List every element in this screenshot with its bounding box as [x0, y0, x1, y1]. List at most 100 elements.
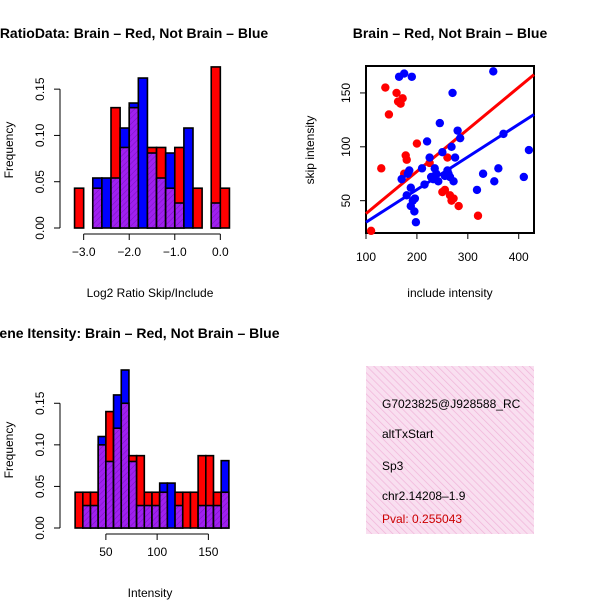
y-tick-label: 0.00 — [33, 216, 47, 240]
overlap-bar-17 — [205, 504, 215, 529]
not-brain-point-10 — [410, 207, 419, 216]
brain-bar-16 — [219, 187, 231, 229]
not-brain-point-36 — [489, 67, 498, 76]
ratio-hist-title: RatioData: Brain – Red, Not Brain – Blue — [0, 25, 268, 41]
not-brain-point-28 — [447, 142, 456, 152]
not-brain-point-12 — [411, 218, 421, 227]
scatter-ylabel: skip intensity — [303, 116, 317, 185]
not-brain-point-41 — [524, 145, 534, 155]
y-tick-label: 50 — [339, 194, 353, 208]
info-event-type: altTxStart — [382, 427, 434, 441]
brain-point-7 — [398, 94, 407, 103]
x-tick-label: 400 — [509, 250, 529, 264]
info-pval: Pval: 0.255043 — [382, 512, 462, 526]
overlap-bar-16 — [197, 504, 207, 529]
overlap-bar-9 — [155, 177, 167, 229]
brain-bar-0 — [73, 187, 85, 229]
ratio-hist-ylabel: Frequency — [2, 122, 16, 179]
not-brain-point-31 — [450, 153, 460, 162]
not-brain-bar-7 — [137, 77, 149, 229]
overlap-bar-6 — [120, 402, 130, 529]
overlap-bar-9 — [143, 504, 153, 529]
overlap-bar-11 — [158, 491, 169, 529]
y-tick-label: 0.15 — [33, 77, 47, 101]
overlap-bar-15 — [210, 202, 222, 229]
brain-point-2 — [381, 83, 390, 92]
overlap-bar-10 — [164, 187, 176, 229]
brain-point-1 — [377, 164, 386, 173]
scatter-title: Brain – Red, Not Brain – Blue — [353, 25, 548, 41]
overlap-bar-13 — [174, 504, 184, 529]
info-gene: Sp3 — [382, 459, 404, 473]
brain-point-10 — [402, 155, 411, 164]
not-brain-point-15 — [422, 137, 432, 146]
brain-bar-14 — [181, 491, 192, 529]
overlap-bar-4 — [110, 177, 121, 229]
y-tick-label: 0.05 — [33, 170, 47, 194]
not-brain-point-39 — [499, 129, 508, 139]
x-tick-label: 300 — [458, 250, 478, 264]
overlap-bar-5 — [119, 146, 131, 229]
x-tick-label: 200 — [407, 250, 427, 264]
not-brain-bar-12 — [166, 482, 176, 529]
brain-point-4 — [392, 88, 401, 98]
scatter-plot-box — [365, 65, 535, 234]
not-brain-bar-3 — [101, 177, 112, 229]
y-tick-label: 150 — [339, 83, 353, 103]
not-brain-point-33 — [455, 133, 465, 143]
not-brain-point-1 — [397, 174, 406, 184]
brain-point-19 — [454, 201, 463, 211]
brain-point-15 — [443, 153, 452, 162]
overlap-bar-4 — [105, 460, 115, 529]
brain-point-0 — [366, 226, 376, 236]
not-brain-point-35 — [478, 169, 488, 178]
not-brain-point-40 — [519, 172, 529, 182]
x-tick-label: −1.0 — [163, 245, 187, 259]
info-location: chr2.14208–1.9 — [382, 489, 466, 503]
overlap-bar-18 — [212, 504, 222, 529]
y-tick-label: 0.10 — [33, 123, 47, 147]
overlap-bar-19 — [220, 491, 230, 529]
overlap-bar-2 — [89, 504, 99, 529]
not-brain-point-20 — [432, 169, 441, 178]
not-brain-point-22 — [435, 118, 445, 128]
info-panel-background — [366, 366, 534, 534]
not-brain-point-38 — [494, 164, 503, 173]
not-brain-point-21 — [434, 177, 443, 186]
not-brain-point-37 — [490, 177, 499, 186]
brain-bar-15 — [189, 491, 199, 529]
not-brain-point-8 — [407, 72, 417, 81]
not-brain-bar-12 — [183, 127, 194, 229]
brain-point-14 — [440, 185, 450, 195]
not-brain-point-7 — [406, 183, 415, 192]
brain-point-18 — [449, 194, 458, 203]
x-tick-label: 100 — [147, 545, 167, 559]
not-brain-point-14 — [420, 180, 429, 189]
x-tick-label: 100 — [356, 250, 376, 264]
intensity-hist-title: Gene Itensity: Brain – Red, Not Brain – … — [0, 325, 280, 341]
y-tick-label: 0.00 — [33, 516, 47, 540]
brain-bar-13 — [192, 187, 203, 229]
scatter-xlabel: include intensity — [407, 286, 492, 300]
ratio-hist-xlabel: Log2 Ratio Skip/Include — [87, 286, 214, 300]
not-brain-point-29 — [448, 88, 457, 98]
x-tick-label: 150 — [198, 545, 218, 559]
overlap-bar-7 — [128, 460, 138, 529]
not-brain-point-13 — [417, 164, 427, 173]
overlap-bar-10 — [151, 504, 161, 529]
x-tick-label: 50 — [99, 545, 113, 559]
not-brain-point-2 — [399, 69, 409, 78]
x-tick-label: −2.0 — [117, 245, 141, 259]
intensity-hist-ylabel: Frequency — [2, 422, 16, 479]
not-brain-point-34 — [472, 185, 482, 195]
x-tick-label: −3.0 — [72, 245, 96, 259]
overlap-bar-8 — [146, 152, 158, 229]
scatter-plot: Brain – Red, Not Brain – Blue include in… — [303, 25, 547, 300]
not-brain-point-3 — [402, 191, 411, 200]
not-brain-point-30 — [449, 177, 458, 186]
overlap-bar-11 — [173, 202, 185, 229]
not-brain-point-23 — [438, 147, 447, 157]
ratio-histogram: RatioData: Brain – Red, Not Brain – Blue… — [0, 25, 268, 300]
not-brain-point-32 — [453, 126, 462, 135]
